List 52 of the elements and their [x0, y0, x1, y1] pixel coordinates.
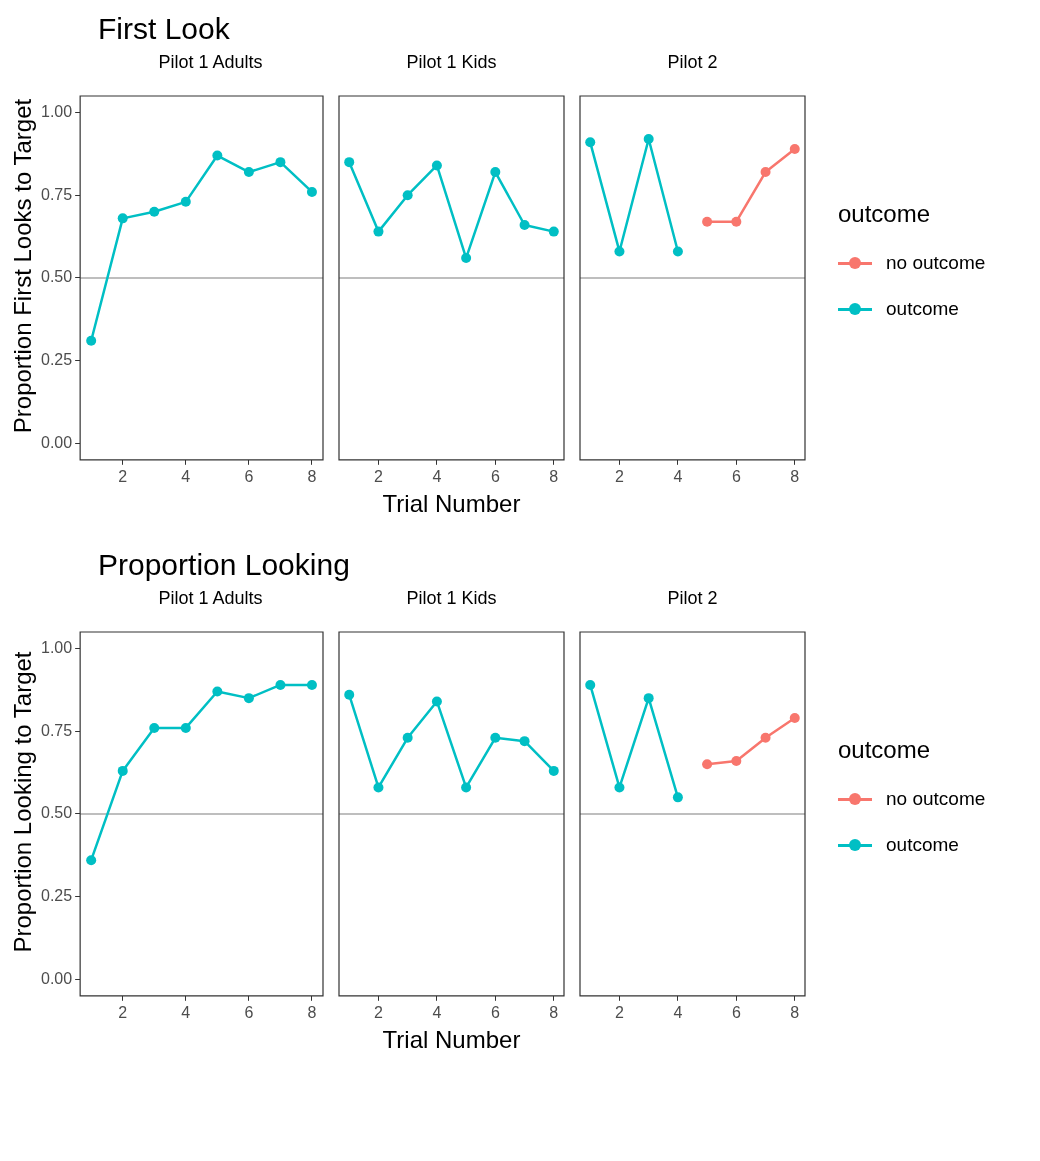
- x-tick-label: 2: [614, 467, 624, 485]
- x-tick-label: 8: [307, 467, 317, 485]
- chart-subtitle: Pilot 1 Adults: [158, 588, 263, 608]
- legend-label: no outcome: [886, 788, 986, 810]
- x-tick-label: 8: [549, 1003, 559, 1021]
- y-tick-label: 0.75: [41, 721, 73, 739]
- x-tick-label: 2: [373, 1003, 383, 1021]
- y-tick-label: 0.00: [41, 433, 73, 451]
- legend-label: no outcome: [886, 252, 986, 274]
- chart-subtitle: Pilot 2: [667, 52, 718, 72]
- x-axis-title: Trial Number: [382, 490, 521, 517]
- y-tick-label: 0.75: [41, 185, 73, 203]
- x-tick-label: 6: [244, 1003, 254, 1021]
- chart-subtitle: Pilot 2: [667, 588, 718, 608]
- x-tick-label: 4: [673, 467, 683, 485]
- chart-subtitle: Pilot 1 Kids: [406, 52, 497, 72]
- x-tick-label: 6: [244, 467, 254, 485]
- chart-subtitle: Pilot 1 Kids: [406, 588, 497, 608]
- x-tick-label: 8: [549, 467, 559, 485]
- x-tick-label: 8: [307, 1003, 317, 1021]
- y-tick-label: 1.00: [41, 102, 73, 120]
- y-tick-label: 0.50: [41, 268, 73, 286]
- y-tick-label: 0.25: [41, 350, 73, 368]
- y-tick-label: 1.00: [41, 638, 73, 656]
- y-tick-label: 0.50: [41, 804, 73, 822]
- x-tick-label: 4: [181, 467, 191, 485]
- chart-title: Proportion Looking: [98, 548, 350, 582]
- legend-title: outcome: [838, 200, 932, 228]
- x-tick-label: 8: [790, 467, 800, 485]
- x-tick-label: 6: [731, 467, 741, 485]
- y-axis-title: Proportion Looking to Target: [9, 651, 37, 953]
- x-tick-label: 4: [432, 467, 442, 485]
- x-tick-label: 2: [118, 1003, 128, 1021]
- chart-subtitle: Pilot 1 Adults: [158, 52, 263, 72]
- legend-label: outcome: [886, 834, 959, 856]
- x-tick-label: 6: [490, 1003, 500, 1021]
- x-tick-label: 6: [731, 1003, 741, 1021]
- x-axis-title: Trial Number: [382, 1026, 521, 1053]
- x-tick-label: 6: [490, 467, 500, 485]
- y-tick-label: 0.25: [41, 886, 73, 904]
- x-tick-label: 4: [181, 1003, 191, 1021]
- chart-title: First Look: [98, 12, 230, 46]
- x-tick-label: 4: [673, 1003, 683, 1021]
- x-tick-label: 4: [432, 1003, 442, 1021]
- x-tick-label: 8: [790, 1003, 800, 1021]
- y-axis-title: Proportion First Looks to Target: [9, 98, 37, 434]
- legend-title: outcome: [838, 736, 932, 764]
- legend-label: outcome: [886, 298, 959, 320]
- y-tick-label: 0.00: [41, 969, 73, 987]
- x-tick-label: 2: [118, 467, 128, 485]
- x-tick-label: 2: [614, 1003, 624, 1021]
- x-tick-label: 2: [373, 467, 383, 485]
